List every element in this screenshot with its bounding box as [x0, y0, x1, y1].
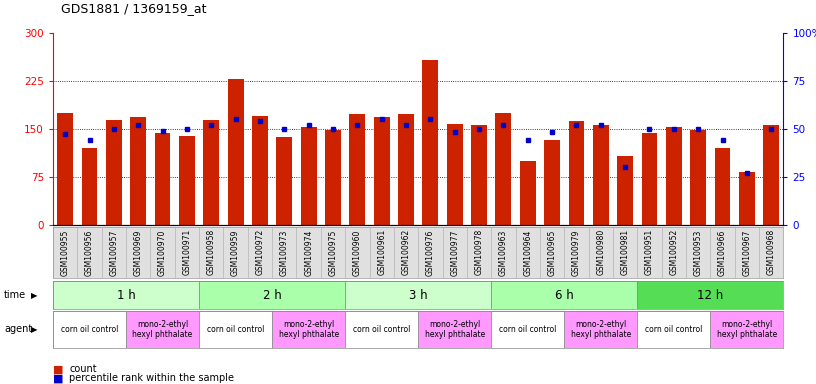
Text: GSM100961: GSM100961: [377, 229, 386, 275]
Bar: [491, 311, 565, 348]
Bar: [203, 120, 220, 225]
Bar: [690, 130, 706, 225]
Text: GSM100967: GSM100967: [743, 229, 752, 276]
Bar: [419, 311, 491, 348]
Text: agent: agent: [4, 324, 33, 334]
Text: GSM100964: GSM100964: [523, 229, 532, 276]
Text: ▶: ▶: [31, 291, 38, 300]
Bar: [126, 311, 199, 348]
Text: mono-2-ethyl
hexyl phthalate: mono-2-ethyl hexyl phthalate: [716, 319, 777, 339]
Bar: [715, 148, 730, 225]
Bar: [471, 126, 487, 225]
Text: GSM100969: GSM100969: [134, 229, 143, 276]
Text: ▶: ▶: [31, 325, 38, 334]
Bar: [637, 311, 710, 348]
Bar: [569, 121, 584, 225]
Text: corn oil control: corn oil control: [499, 325, 557, 334]
Text: mono-2-ethyl
hexyl phthalate: mono-2-ethyl hexyl phthalate: [570, 319, 631, 339]
Bar: [155, 133, 171, 225]
Text: GSM100981: GSM100981: [621, 229, 630, 275]
Text: GSM100976: GSM100976: [426, 229, 435, 276]
Bar: [593, 126, 609, 225]
Text: GSM100975: GSM100975: [329, 229, 338, 276]
Bar: [199, 311, 273, 348]
Text: GSM100951: GSM100951: [645, 229, 654, 275]
Text: GSM100953: GSM100953: [694, 229, 703, 276]
Text: 3 h: 3 h: [409, 289, 428, 302]
Text: 12 h: 12 h: [697, 289, 724, 302]
Text: ■: ■: [53, 364, 64, 374]
Text: GSM100974: GSM100974: [304, 229, 313, 276]
Text: GDS1881 / 1369159_at: GDS1881 / 1369159_at: [61, 2, 206, 15]
Text: 2 h: 2 h: [263, 289, 282, 302]
Text: GSM100971: GSM100971: [183, 229, 192, 275]
Bar: [565, 311, 637, 348]
Bar: [374, 117, 389, 225]
Text: GSM100955: GSM100955: [60, 229, 69, 276]
Text: mono-2-ethyl
hexyl phthalate: mono-2-ethyl hexyl phthalate: [278, 319, 339, 339]
Bar: [106, 120, 122, 225]
Bar: [53, 281, 199, 309]
Bar: [325, 130, 341, 225]
Text: GSM100963: GSM100963: [499, 229, 508, 276]
Bar: [423, 60, 438, 225]
Text: GSM100965: GSM100965: [548, 229, 557, 276]
Text: corn oil control: corn oil control: [353, 325, 410, 334]
Bar: [345, 281, 491, 309]
Text: 6 h: 6 h: [555, 289, 574, 302]
Text: GSM100958: GSM100958: [206, 229, 215, 275]
Bar: [617, 156, 633, 225]
Bar: [199, 281, 345, 309]
Bar: [57, 113, 73, 225]
Text: GSM100959: GSM100959: [231, 229, 240, 276]
Text: percentile rank within the sample: percentile rank within the sample: [69, 373, 234, 383]
Text: GSM100960: GSM100960: [353, 229, 361, 276]
Bar: [53, 311, 126, 348]
Text: GSM100970: GSM100970: [158, 229, 167, 276]
Bar: [666, 127, 681, 225]
Bar: [131, 117, 146, 225]
Text: corn oil control: corn oil control: [645, 325, 703, 334]
Bar: [641, 133, 658, 225]
Bar: [763, 126, 779, 225]
Text: GSM100957: GSM100957: [109, 229, 118, 276]
Bar: [739, 172, 755, 225]
Text: GSM100968: GSM100968: [767, 229, 776, 275]
Bar: [273, 311, 345, 348]
Text: GSM100973: GSM100973: [280, 229, 289, 276]
Bar: [491, 281, 637, 309]
Bar: [398, 114, 414, 225]
Text: mono-2-ethyl
hexyl phthalate: mono-2-ethyl hexyl phthalate: [132, 319, 193, 339]
Text: ■: ■: [53, 373, 64, 383]
Bar: [252, 116, 268, 225]
Text: corn oil control: corn oil control: [207, 325, 264, 334]
Bar: [637, 281, 783, 309]
Bar: [349, 114, 366, 225]
Bar: [495, 113, 512, 225]
Text: GSM100966: GSM100966: [718, 229, 727, 276]
Bar: [544, 139, 560, 225]
Text: GSM100980: GSM100980: [596, 229, 605, 275]
Text: GSM100979: GSM100979: [572, 229, 581, 276]
Bar: [345, 311, 419, 348]
Text: time: time: [4, 290, 26, 300]
Text: mono-2-ethyl
hexyl phthalate: mono-2-ethyl hexyl phthalate: [424, 319, 485, 339]
Text: GSM100956: GSM100956: [85, 229, 94, 276]
Bar: [301, 127, 317, 225]
Text: GSM100978: GSM100978: [475, 229, 484, 275]
Text: GSM100972: GSM100972: [255, 229, 264, 275]
Text: corn oil control: corn oil control: [61, 325, 118, 334]
Text: GSM100962: GSM100962: [401, 229, 410, 275]
Bar: [179, 136, 195, 225]
Text: GSM100977: GSM100977: [450, 229, 459, 276]
Bar: [447, 124, 463, 225]
Text: 1 h: 1 h: [117, 289, 135, 302]
Bar: [228, 79, 243, 225]
Bar: [710, 311, 783, 348]
Text: GSM100952: GSM100952: [669, 229, 678, 275]
Bar: [82, 148, 97, 225]
Text: count: count: [69, 364, 97, 374]
Bar: [277, 137, 292, 225]
Bar: [520, 161, 535, 225]
